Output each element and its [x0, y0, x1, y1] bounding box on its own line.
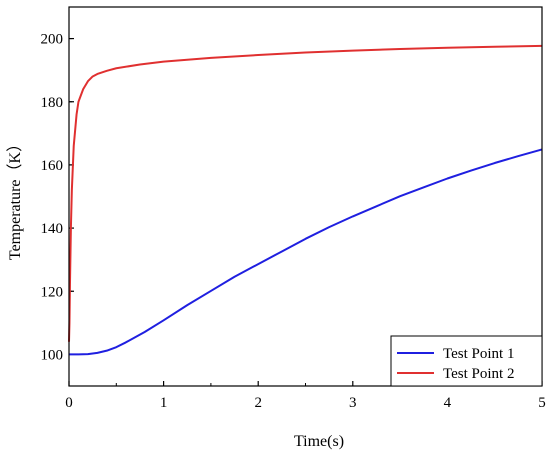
- y-axis-label: Temperature（K）: [6, 136, 24, 260]
- y-tick-label: 160: [41, 158, 64, 174]
- x-tick-label: 5: [538, 395, 546, 411]
- y-tick-label: 100: [41, 347, 64, 363]
- y-tick-label: 140: [41, 221, 64, 237]
- series-line-test-point-1: [69, 148, 543, 356]
- x-axis-label: Time(s): [294, 433, 344, 450]
- x-tick-label: 1: [160, 395, 168, 411]
- y-tick-label: 200: [41, 32, 64, 48]
- x-tick-label: 4: [444, 395, 452, 411]
- y-tick-label: 180: [41, 95, 64, 111]
- legend: Test Point 1 Test Point 2: [390, 335, 543, 387]
- x-tick-label: 0: [65, 395, 73, 411]
- series-lines: [68, 44, 543, 356]
- series-line-test-point-2: [68, 44, 543, 342]
- legend-label-test-point-1: Test Point 1: [443, 346, 514, 362]
- x-tick-label: 3: [349, 395, 357, 411]
- x-tick-label: 2: [254, 395, 262, 411]
- y-tick-label: 120: [41, 284, 64, 300]
- plot-frame: [68, 6, 543, 387]
- legend-box: [390, 335, 543, 387]
- legend-label-test-point-2: Test Point 2: [443, 366, 514, 382]
- y-axis-ticks: 100 120 140 160 180 200: [41, 32, 74, 363]
